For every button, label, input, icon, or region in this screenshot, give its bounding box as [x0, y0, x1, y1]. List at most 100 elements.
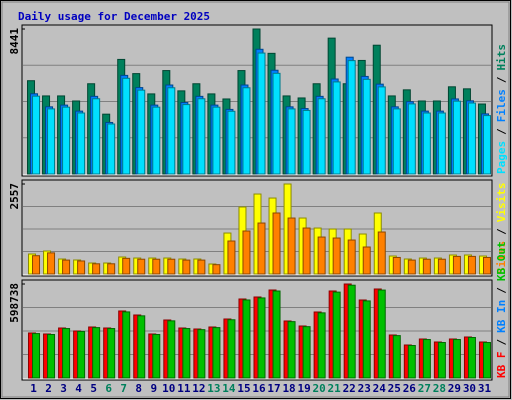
x-tick-label: 4 [75, 382, 82, 395]
x-tick-label: 29 [448, 382, 461, 395]
x-tick-label: 17 [267, 382, 280, 395]
bar [242, 87, 251, 175]
x-tick-label: 7 [120, 382, 127, 395]
legend-entry: Pages [495, 141, 508, 174]
bar [392, 335, 401, 379]
bar [272, 212, 281, 275]
x-tick-label: 28 [433, 382, 446, 395]
legend: Pages / Files / Hits [495, 44, 508, 174]
bar [137, 315, 146, 379]
bar [452, 100, 461, 175]
x-tick-label: 1 [30, 382, 37, 395]
bar [212, 327, 221, 379]
bar [437, 342, 446, 379]
bar [332, 81, 341, 175]
bar [347, 284, 356, 379]
x-tick-label: 10 [162, 382, 175, 395]
x-tick-label: 31 [478, 382, 492, 395]
legend-entry: KB In [495, 300, 508, 333]
y-tick-label: 8441 [8, 28, 21, 55]
bar [317, 98, 326, 175]
bar [182, 259, 191, 275]
bar [452, 339, 461, 379]
bar [62, 328, 71, 379]
bar [107, 263, 116, 275]
bar [152, 258, 161, 275]
bar [467, 336, 476, 379]
x-tick-label: 25 [388, 382, 401, 395]
legend-entry: KB F [495, 352, 508, 379]
legend-separator: / [495, 228, 508, 235]
bar [257, 52, 266, 175]
legend-separator: / [495, 128, 508, 135]
x-tick-label: 24 [373, 382, 387, 395]
bar [62, 259, 71, 275]
bar [422, 339, 431, 379]
x-tick-label: 26 [403, 382, 417, 395]
bar [272, 290, 281, 379]
legend-entry: Sites [495, 241, 508, 274]
bar [482, 342, 491, 379]
bar [47, 334, 56, 379]
bar [377, 86, 386, 175]
y-tick-label: 2557 [8, 183, 21, 210]
legend-entry: Hits [495, 44, 508, 71]
bar [377, 231, 386, 275]
bar [107, 328, 116, 379]
bar [212, 106, 221, 175]
bar [167, 258, 176, 275]
bar [137, 258, 146, 275]
bar [77, 260, 86, 275]
x-tick-label: 19 [297, 382, 310, 395]
bar [167, 320, 176, 379]
bar [302, 227, 311, 275]
bar [242, 299, 251, 379]
bar [272, 72, 281, 175]
legend-entry: KB Out [495, 241, 508, 281]
bar [407, 103, 416, 175]
bar [137, 89, 146, 175]
bar [437, 112, 446, 175]
bar [212, 264, 221, 275]
bar [467, 102, 476, 175]
bar [92, 263, 101, 275]
bar [317, 236, 326, 275]
bar [347, 239, 356, 275]
bar [47, 252, 56, 275]
bar [332, 237, 341, 275]
bar [362, 78, 371, 175]
bar [197, 98, 206, 175]
bar [167, 87, 176, 175]
x-tick-label: 15 [237, 382, 250, 395]
bar [152, 106, 161, 175]
bar [32, 95, 41, 175]
x-tick-label: 2 [45, 382, 52, 395]
bar [62, 106, 71, 175]
legend-separator: / [495, 339, 508, 346]
x-tick-label: 27 [418, 382, 431, 395]
legend-separator: / [495, 287, 508, 294]
x-tick-label: 5 [90, 382, 97, 395]
bar [422, 258, 431, 275]
bar [482, 256, 491, 275]
bar [152, 334, 161, 379]
bar [242, 230, 251, 275]
bar [452, 255, 461, 275]
bar [362, 300, 371, 379]
bar [302, 109, 311, 175]
bar [347, 60, 356, 175]
bar [227, 110, 236, 175]
bar [362, 246, 371, 275]
x-tick-label: 16 [252, 382, 266, 395]
bar [302, 326, 311, 379]
bar [77, 112, 86, 175]
bar [287, 321, 296, 379]
x-tick-label: 20 [313, 382, 326, 395]
x-tick-label: 8 [135, 382, 142, 395]
bar [422, 112, 431, 175]
bar [197, 259, 206, 275]
